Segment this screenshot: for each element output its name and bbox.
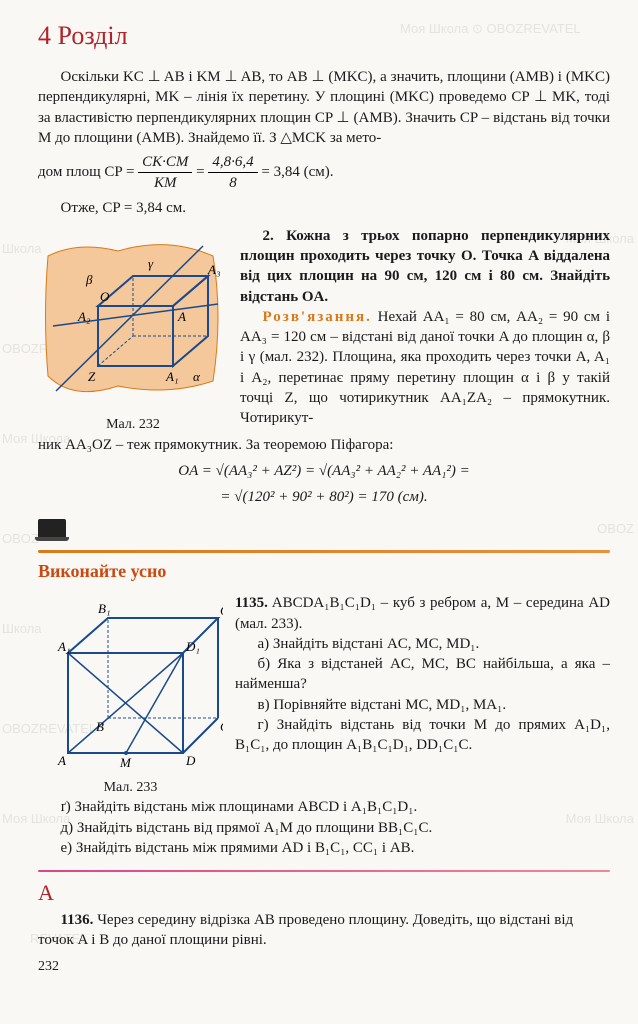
figure-233-svg: A₁ B₁ C₁ D₁ A B C D M (38, 593, 223, 768)
p1135-e: е) Знайдіть відстань між прямими AD і B₁… (38, 838, 610, 858)
svg-text:M: M (119, 755, 132, 768)
p1136-number: 1136. (61, 912, 94, 928)
problem-2-text: 2. Кожна з трьох попарно перпендикулярни… (240, 226, 610, 429)
laptop-icon (38, 519, 66, 537)
p1135-intro-text: ABCDA₁B₁C₁D₁ – куб з ребром a, M – серед… (235, 595, 610, 631)
svg-text:O: O (100, 289, 110, 304)
svg-text:B: B (96, 719, 104, 734)
formula-oa-line2: = √(120² + 90² + 80²) = 170 (см). (38, 487, 610, 507)
numerator: CK·CM (138, 152, 192, 173)
svg-text:A: A (57, 753, 66, 768)
numerator-2: 4,8·6,4 (208, 152, 257, 173)
problem-2-statement: 2. Кожна з трьох попарно перпендикулярни… (240, 226, 610, 307)
problem-1136: 1136. Через середину відрізка AB проведе… (38, 910, 610, 951)
solution-label: Розв'язання. (263, 309, 372, 325)
solution-2-part-a: Розв'язання. Нехай AA₁ = 80 см, AA₂ = 90… (240, 307, 610, 429)
chapter-heading: 4 Розділ (38, 18, 610, 53)
problem-2-bold: 2. Кожна з трьох попарно перпендикулярни… (240, 228, 610, 305)
eq-sign: = (196, 164, 208, 180)
solution-2-part-b: ник AA₃OZ – теж прямокутник. За теоремою… (38, 435, 610, 455)
svg-text:C₁: C₁ (220, 603, 223, 618)
svg-text:α: α (193, 369, 201, 384)
p1135-gprime: ґ) Знайдіть відстань між площинами ABCD … (38, 797, 610, 817)
svg-text:B₁: B₁ (98, 601, 110, 616)
p1136-text: Через середину відрізка AB проведено пло… (38, 912, 573, 948)
svg-text:Z: Z (88, 369, 96, 384)
figure-233-row: A₁ B₁ C₁ D₁ A B C D M Мал. 233 1135. ABC… (38, 593, 610, 797)
p1135-b: б) Яка з відстаней AC, MC, BC найбільша,… (235, 654, 610, 695)
formula-prefix: дом площ CP = (38, 164, 138, 180)
result-line: Отже, CP = 3,84 см. (38, 198, 610, 218)
svg-text:D₁: D₁ (185, 639, 200, 654)
figure-232-caption: Мал. 232 (38, 416, 228, 435)
svg-text:A₃: A₃ (207, 262, 220, 277)
fraction-2: 4,8·6,4 8 (208, 152, 257, 194)
denominator: KM (138, 173, 192, 193)
p1135-d: д) Знайдіть відстань від прямої A₁M до п… (38, 818, 610, 838)
problem-1135-intro: 1135. ABCDA₁B₁C₁D₁ – куб з ребром a, M –… (235, 593, 610, 634)
svg-text:A₁: A₁ (57, 639, 70, 654)
formula-result: = 3,84 (см). (261, 164, 333, 180)
formula-oa-line1: OA = √(AA₃² + AZ²) = √(AA₃² + AA₂² + AA₁… (38, 461, 610, 481)
svg-text:D: D (185, 753, 196, 768)
svg-text:A₂: A₂ (77, 309, 91, 324)
svg-text:A: A (177, 309, 186, 324)
problem-1135-column: 1135. ABCDA₁B₁C₁D₁ – куб з ребром a, M –… (235, 593, 610, 755)
section-bar-pink (38, 870, 610, 872)
p1135-v: в) Порівняйте відстані MC, MD₁, MA₁. (235, 695, 610, 715)
section-bar-orange (38, 550, 610, 553)
svg-text:C: C (220, 719, 223, 734)
figure-232-column: β γ α O A A₃ A₂ A₁ Z Мал. 232 (38, 226, 228, 435)
p1135-g: г) Знайдіть відстань від точки M до прям… (235, 715, 610, 756)
svg-text:A₁: A₁ (165, 369, 178, 384)
level-a-mark: А (38, 878, 610, 908)
formula-cp: дом площ CP = CK·CM KM = 4,8·6,4 8 = 3,8… (38, 152, 610, 194)
svg-text:γ: γ (148, 256, 154, 271)
p1135-number: 1135. (235, 595, 268, 611)
svg-text:β: β (85, 272, 93, 287)
paragraph-1: Оскільки KC ⊥ AB і KM ⊥ AB, то AB ⊥ (MKC… (38, 67, 610, 148)
section-oral-title: Виконайте усно (38, 559, 610, 583)
page-content: 4 Розділ Оскільки KC ⊥ AB і KM ⊥ AB, то … (0, 0, 638, 995)
figure-233-column: A₁ B₁ C₁ D₁ A B C D M Мал. 233 (38, 593, 223, 797)
laptop-divider (38, 518, 610, 538)
denominator-2: 8 (208, 173, 257, 193)
p1135-a: а) Знайдіть відстані AC, MC, MD₁. (235, 634, 610, 654)
solution-2a-text: Нехай AA₁ = 80 см, AA₂ = 90 см і AA₃ = 1… (240, 309, 610, 426)
fraction-1: CK·CM KM (138, 152, 192, 194)
figure-232-svg: β γ α O A A₃ A₂ A₁ Z (38, 226, 228, 406)
page-number: 232 (38, 958, 610, 977)
figure-233-caption: Мал. 233 (38, 779, 223, 798)
figure-232-row: β γ α O A A₃ A₂ A₁ Z Мал. 232 2. Кожна з… (38, 226, 610, 435)
